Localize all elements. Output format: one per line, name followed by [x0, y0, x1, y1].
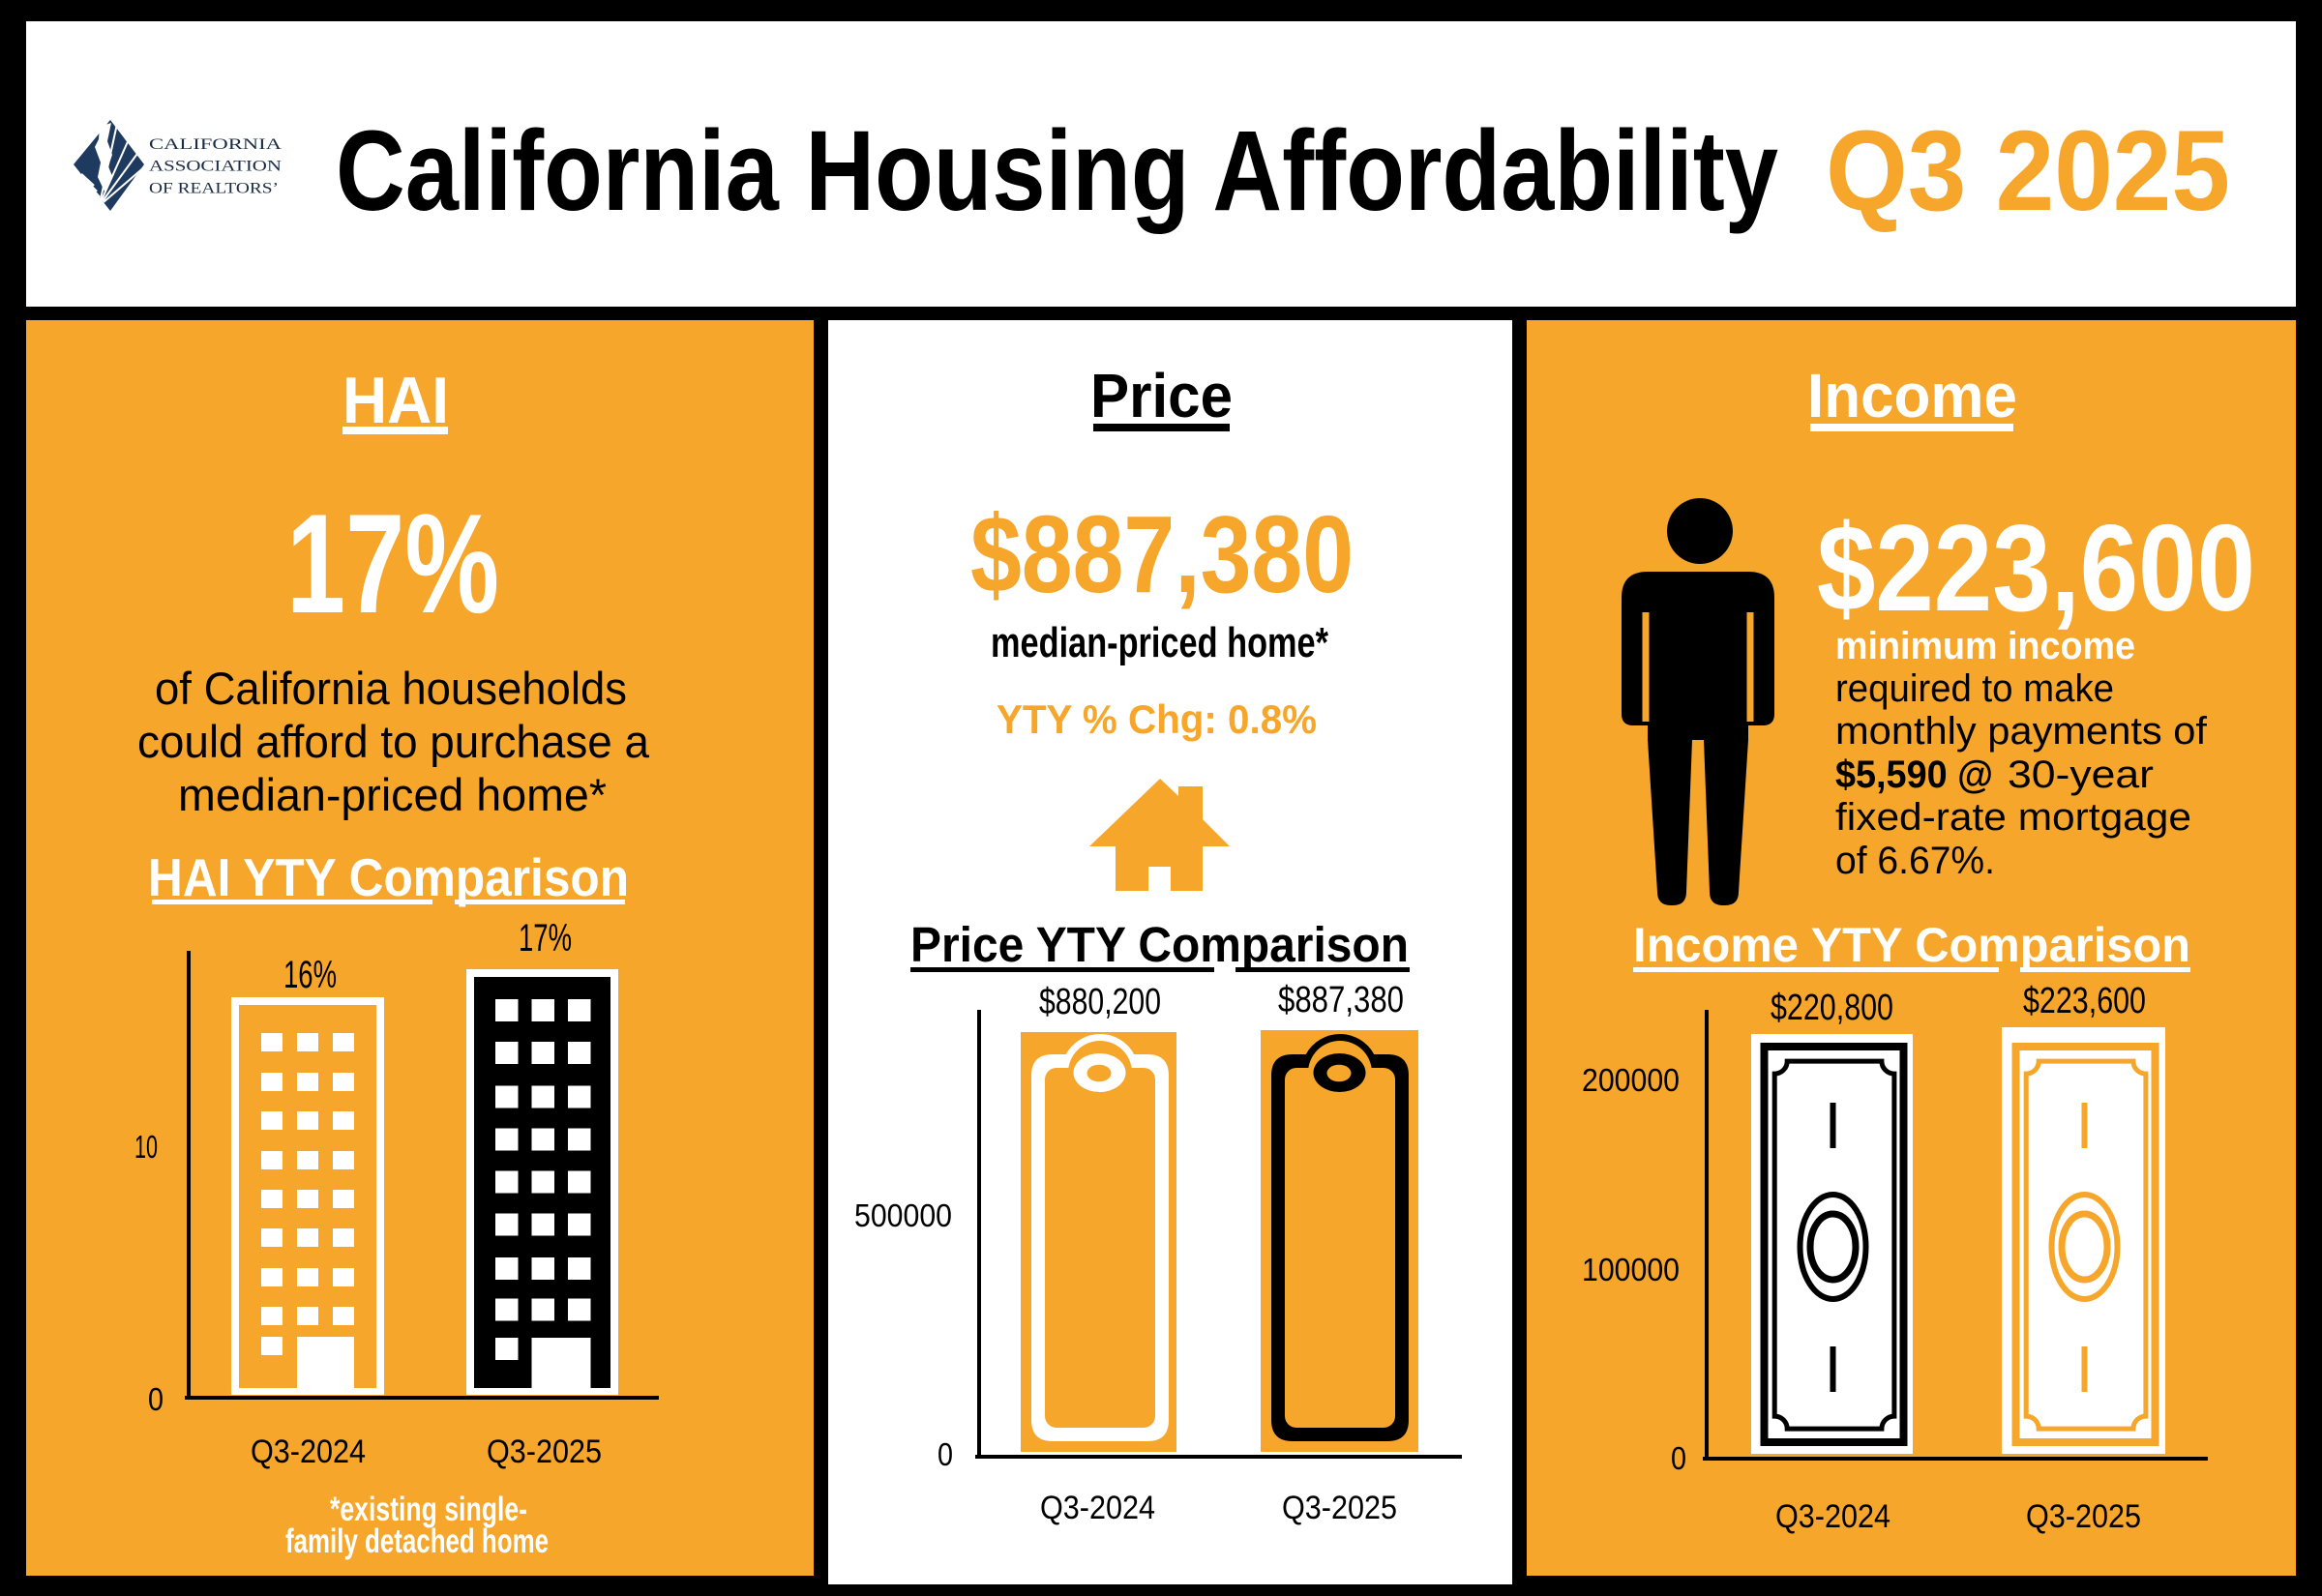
- svg-text:fixed-rate mortgage: fixed-rate mortgage: [1835, 796, 2191, 839]
- svg-text:YTY % Chg: 0.8%: YTY % Chg: 0.8%: [997, 696, 1317, 742]
- svg-text:$220,800: $220,800: [1771, 988, 1893, 1028]
- svg-text:of California households: of California households: [155, 663, 627, 714]
- svg-text:10: 10: [134, 1129, 158, 1165]
- svg-text:CALIFORNIA: CALIFORNIA: [149, 136, 283, 153]
- svg-text:required to make: required to make: [1835, 667, 2114, 710]
- svg-text:$5,590 @: $5,590 @: [1835, 754, 1993, 796]
- svg-text:Q3-2025: Q3-2025: [2026, 1498, 2141, 1535]
- svg-text:Price YTY Comparison: Price YTY Comparison: [910, 917, 1409, 972]
- svg-text:Q3-2025: Q3-2025: [1282, 1490, 1397, 1526]
- svg-text:0: 0: [148, 1381, 164, 1417]
- svg-text:$887,380: $887,380: [1278, 980, 1404, 1020]
- svg-text:200000: 200000: [1582, 1062, 1680, 1098]
- svg-text:HAI YTY Comparison: HAI YTY Comparison: [148, 847, 629, 907]
- svg-text:Q3-2025: Q3-2025: [487, 1433, 602, 1470]
- svg-text:California Housing Affordabili: California Housing Affordability: [336, 107, 1778, 235]
- svg-text:Income YTY Comparison: Income YTY Comparison: [1633, 918, 2190, 972]
- svg-text:monthly payments of: monthly payments of: [1835, 710, 2208, 753]
- svg-text:*existing single-: *existing single-: [330, 1491, 527, 1528]
- svg-text:17%: 17%: [519, 917, 572, 960]
- svg-text:17%: 17%: [286, 485, 499, 642]
- svg-text:Price: Price: [1090, 361, 1233, 430]
- svg-text:500000: 500000: [854, 1197, 952, 1233]
- svg-text:$223,600: $223,600: [2023, 981, 2146, 1021]
- svg-text:Q3-2024: Q3-2024: [1040, 1490, 1155, 1526]
- svg-text:0: 0: [1671, 1440, 1686, 1476]
- svg-text:30-year: 30-year: [2008, 754, 2154, 796]
- svg-text:Q3-2024: Q3-2024: [1775, 1498, 1890, 1535]
- svg-text:HAI: HAI: [342, 364, 449, 437]
- svg-text:OF REALTORS’: OF REALTORS’: [149, 181, 279, 197]
- svg-text:Income: Income: [1807, 361, 2017, 430]
- svg-text:Q3-2024: Q3-2024: [251, 1433, 366, 1470]
- svg-text:$223,600: $223,600: [1817, 499, 2255, 636]
- svg-text:0: 0: [938, 1436, 953, 1472]
- svg-text:median-priced home*: median-priced home*: [991, 619, 1329, 666]
- svg-text:could afford to purchase a: could afford to purchase a: [137, 716, 650, 767]
- svg-text:$880,200: $880,200: [1039, 982, 1161, 1022]
- svg-text:16%: 16%: [283, 954, 337, 996]
- svg-text:family detached home: family detached home: [285, 1522, 549, 1560]
- svg-text:minimum income: minimum income: [1835, 625, 2135, 667]
- svg-text:$887,380: $887,380: [970, 493, 1354, 615]
- svg-text:of 6.67%.: of 6.67%.: [1835, 840, 1995, 882]
- svg-text:100000: 100000: [1582, 1252, 1680, 1287]
- svg-text:Q3 2025: Q3 2025: [1826, 107, 2230, 235]
- svg-text:median-priced home*: median-priced home*: [178, 769, 607, 820]
- svg-text:ASSOCIATION: ASSOCIATION: [149, 159, 283, 175]
